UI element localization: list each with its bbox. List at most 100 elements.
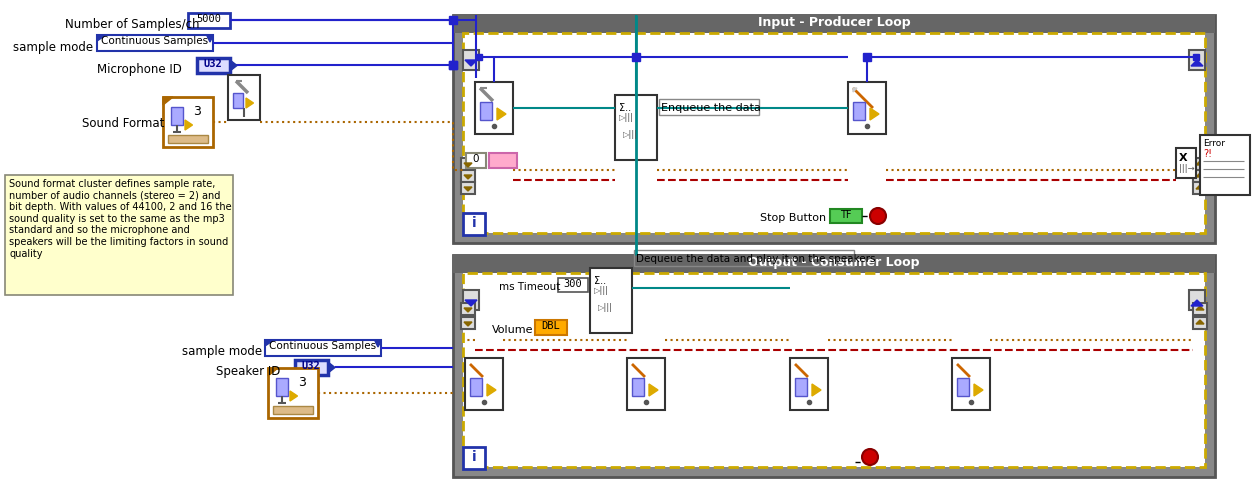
Bar	[1193, 317, 1207, 329]
Text: Σ..: Σ..	[593, 276, 606, 286]
Polygon shape	[1191, 60, 1203, 66]
Text: 5000: 5000	[197, 14, 222, 24]
Bar	[848, 82, 886, 134]
Bar	[632, 378, 644, 396]
Bar	[1189, 50, 1204, 70]
Bar	[163, 97, 213, 147]
Text: Continuous Samples: Continuous Samples	[269, 341, 376, 351]
Bar	[830, 209, 861, 223]
Bar	[535, 320, 567, 335]
Bar	[197, 58, 230, 73]
Bar	[453, 15, 1214, 243]
Bar	[461, 158, 475, 170]
Text: ms Timeout: ms Timeout	[500, 282, 561, 292]
Text: Continuous Samples: Continuous Samples	[101, 36, 208, 46]
Polygon shape	[464, 163, 472, 167]
Polygon shape	[1191, 300, 1203, 306]
Text: Enqueue the data: Enqueue the data	[661, 103, 761, 113]
Polygon shape	[1196, 161, 1204, 165]
Bar	[952, 358, 990, 410]
Text: i: i	[472, 450, 476, 464]
Polygon shape	[870, 108, 879, 120]
Bar	[265, 340, 381, 356]
Bar	[463, 33, 1204, 233]
Text: U32: U32	[302, 361, 321, 371]
Polygon shape	[185, 120, 193, 130]
Bar	[463, 290, 480, 310]
Polygon shape	[96, 35, 106, 41]
Text: Input - Producer Loop: Input - Producer Loop	[757, 16, 910, 29]
Text: ▷|||: ▷|||	[598, 303, 613, 312]
Bar	[463, 33, 1204, 233]
Text: |||→: |||→	[1179, 164, 1194, 173]
Polygon shape	[207, 36, 213, 42]
Polygon shape	[464, 300, 477, 306]
Bar	[634, 250, 854, 266]
Text: 3: 3	[298, 376, 305, 389]
Bar	[275, 378, 288, 396]
Bar	[466, 153, 486, 168]
Bar	[853, 102, 865, 120]
Text: Microphone ID: Microphone ID	[96, 63, 182, 76]
Text: 0: 0	[473, 154, 480, 164]
Polygon shape	[230, 60, 237, 71]
Bar	[461, 303, 475, 315]
Bar	[1193, 182, 1207, 194]
Bar	[659, 99, 759, 115]
Bar	[461, 170, 475, 182]
Text: Σ..: Σ..	[618, 103, 631, 113]
Polygon shape	[290, 391, 298, 401]
Bar	[1193, 303, 1207, 315]
Polygon shape	[464, 175, 472, 179]
Bar	[463, 447, 485, 469]
Polygon shape	[853, 88, 858, 92]
Bar	[453, 15, 1214, 33]
Bar	[96, 35, 213, 51]
Bar	[1176, 148, 1196, 178]
Text: Sound format cluster defines sample rate,
number of audio channels (stereo = 2) : Sound format cluster defines sample rate…	[9, 179, 232, 259]
Text: Sound Format: Sound Format	[81, 117, 164, 130]
Bar	[228, 75, 260, 120]
Text: 3: 3	[193, 105, 200, 118]
Bar	[172, 107, 183, 125]
Bar	[795, 378, 808, 396]
Polygon shape	[649, 384, 659, 396]
Text: TF: TF	[840, 210, 851, 220]
Circle shape	[861, 449, 878, 465]
Bar	[233, 93, 243, 108]
Polygon shape	[974, 384, 983, 396]
Bar	[490, 153, 517, 168]
Bar	[461, 182, 475, 194]
Polygon shape	[813, 384, 821, 396]
Bar	[463, 273, 1204, 467]
Bar	[1193, 158, 1207, 170]
Bar	[1189, 290, 1204, 310]
Bar	[1193, 170, 1207, 182]
Text: Error: Error	[1203, 139, 1224, 148]
Text: Volume: Volume	[492, 325, 533, 335]
Bar	[453, 255, 1214, 273]
Bar	[188, 13, 230, 28]
Circle shape	[870, 208, 886, 224]
Polygon shape	[1196, 306, 1204, 310]
Bar	[627, 358, 665, 410]
Polygon shape	[376, 341, 381, 347]
Polygon shape	[1196, 320, 1204, 324]
Text: sample mode: sample mode	[13, 41, 93, 54]
Bar	[5, 175, 233, 295]
Bar	[615, 95, 657, 160]
Polygon shape	[1196, 185, 1204, 189]
Polygon shape	[487, 384, 496, 396]
Bar	[463, 273, 1204, 467]
Bar	[470, 378, 482, 396]
Bar	[463, 50, 480, 70]
Bar	[453, 255, 1214, 477]
Bar	[957, 378, 969, 396]
Bar	[463, 213, 485, 235]
Polygon shape	[464, 60, 477, 66]
Bar	[295, 360, 328, 375]
Polygon shape	[265, 340, 274, 346]
Polygon shape	[268, 368, 278, 376]
Bar	[558, 278, 588, 292]
Bar	[590, 268, 632, 333]
